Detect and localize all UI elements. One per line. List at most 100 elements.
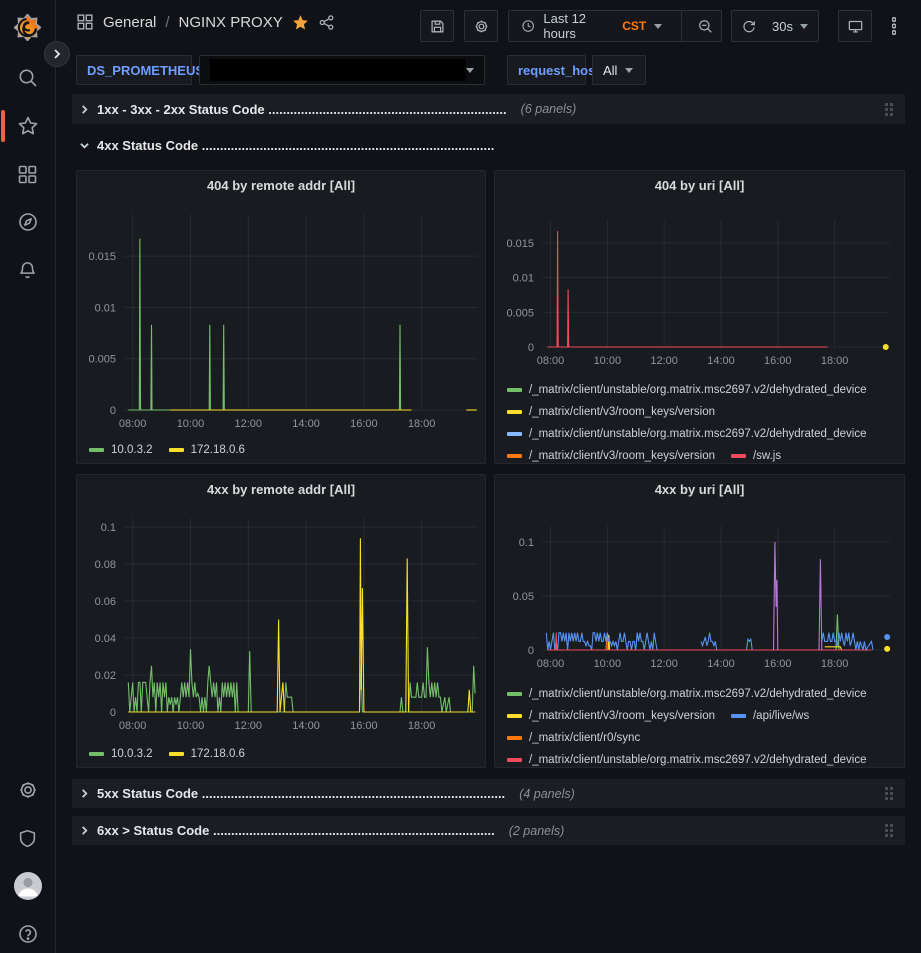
panel-legend: 10.0.3.2 172.18.0.6: [77, 743, 485, 767]
legend-label: /_matrix/client/unstable/org.matrix.msc2…: [529, 383, 867, 396]
grafana-logo[interactable]: [0, 7, 55, 47]
legend-label: /_matrix/client/unstable/org.matrix.msc2…: [529, 753, 867, 766]
row-5xx[interactable]: 5xx Status Code ........................…: [72, 779, 905, 808]
timeseries-chart[interactable]: 08:00 10:00 12:00 14:00 16:00 18:00 0 0.005 0.01…: [495, 199, 904, 379]
svg-text:18:00: 18:00: [821, 355, 849, 367]
kebab-menu-button[interactable]: [881, 10, 906, 42]
legend-item[interactable]: /_matrix/client/unstable/org.matrix.msc2…: [507, 381, 867, 398]
help-icon[interactable]: [0, 914, 55, 953]
row-panel-count: (2 panels): [508, 823, 565, 838]
timeseries-chart[interactable]: 08:00 10:00 12:00 14:00 16:00 18:00 0 0.02 0.04 0…: [77, 503, 485, 743]
panel-title[interactable]: 404 by uri [All]: [654, 178, 745, 193]
legend-item[interactable]: 172.18.0.6: [168, 441, 245, 458]
legend-swatch: [507, 713, 522, 718]
legend-swatch: [168, 447, 184, 452]
refresh-button[interactable]: [732, 11, 765, 41]
row-1xx-3xx-2xx[interactable]: 1xx - 3xx - 2xx Status Code ............…: [72, 94, 905, 124]
search-icon[interactable]: [0, 58, 55, 98]
svg-text:08:00: 08:00: [119, 418, 147, 430]
svg-text:0.005: 0.005: [506, 307, 534, 319]
dashboards-icon[interactable]: [0, 154, 55, 194]
legend-item[interactable]: /_matrix/client/unstable/org.matrix.msc2…: [507, 685, 867, 702]
legend-label: /_matrix/client/v3/room_keys/version: [529, 709, 715, 722]
legend-item[interactable]: /sw.js: [730, 447, 781, 463]
alerting-bell-icon[interactable]: [0, 250, 55, 290]
time-range-picker[interactable]: Last 12 hours CST: [509, 11, 674, 41]
zoom-out-icon: [698, 19, 712, 33]
legend-swatch: [730, 453, 746, 458]
datasource-picker[interactable]: [199, 55, 485, 85]
legend-item[interactable]: /_matrix/client/r0/sync: [507, 729, 640, 746]
chevron-right-icon: [80, 104, 89, 114]
legend-swatch: [89, 751, 104, 756]
timeseries-chart[interactable]: 08:00 10:00 12:00 14:00 16:00 18:00 0 0.005 0.01…: [77, 199, 485, 439]
legend-item[interactable]: /_matrix/client/v3/room_keys/version: [507, 707, 715, 724]
explore-compass-icon[interactable]: [0, 202, 55, 242]
row-leader-dots: ........................................…: [201, 137, 495, 153]
row-drag-handle[interactable]: [885, 102, 893, 116]
svg-text:0.08: 0.08: [95, 559, 116, 571]
svg-text:0.02: 0.02: [95, 670, 116, 682]
dashboard-settings-button[interactable]: [464, 10, 498, 42]
sidebar-expand-button[interactable]: [44, 41, 70, 67]
legend-item[interactable]: 10.0.3.2: [89, 745, 153, 762]
request-host-picker[interactable]: All: [592, 55, 646, 85]
legend-item[interactable]: 172.18.0.6: [168, 745, 245, 762]
legend-item[interactable]: /api/live/ws: [730, 707, 810, 724]
breadcrumb-divider: /: [165, 13, 170, 31]
svg-text:18:00: 18:00: [408, 720, 436, 732]
starred-dashboards-icon[interactable]: [0, 106, 55, 146]
legend-item[interactable]: /_matrix/client/unstable/org.matrix.msc2…: [507, 425, 867, 442]
legend-item[interactable]: /_matrix/client/v3/room_keys/version: [507, 403, 715, 420]
legend-swatch: [507, 409, 522, 414]
svg-text:0.015: 0.015: [88, 251, 116, 263]
legend-item[interactable]: /_matrix/client/v3/room_keys/version: [507, 447, 715, 463]
tv-mode-button[interactable]: [838, 10, 872, 42]
svg-text:14:00: 14:00: [707, 658, 735, 670]
server-admin-shield-icon[interactable]: [0, 818, 55, 858]
breadcrumb-dashboard-title[interactable]: NGINX PROXY: [178, 13, 283, 31]
panel-legend: /_matrix/client/unstable/org.matrix.msc2…: [495, 683, 904, 767]
refresh-interval-picker[interactable]: 30s: [772, 11, 818, 41]
svg-text:12:00: 12:00: [650, 658, 678, 670]
panel-legend: /_matrix/client/unstable/org.matrix.msc2…: [495, 379, 904, 463]
svg-text:14:00: 14:00: [707, 355, 735, 367]
variable-value-text: All: [603, 62, 618, 78]
breadcrumb-folder[interactable]: General: [103, 13, 157, 31]
svg-text:0: 0: [528, 645, 534, 657]
time-controls-group: Last 12 hours CST: [508, 10, 722, 42]
row-panel-count: (4 panels): [519, 786, 575, 801]
panel-title[interactable]: 4xx by remote addr [All]: [206, 482, 356, 497]
zoom-out-button[interactable]: [689, 11, 721, 41]
row-6xx[interactable]: 6xx > Status Code ......................…: [72, 816, 905, 845]
svg-text:16:00: 16:00: [350, 720, 378, 732]
panel-title[interactable]: 4xx by uri [All]: [654, 482, 745, 497]
panel-title[interactable]: 404 by remote addr [All]: [206, 178, 356, 193]
save-dashboard-button[interactable]: [420, 10, 454, 42]
svg-text:0.05: 0.05: [513, 591, 534, 603]
timeseries-chart[interactable]: 08:00 10:00 12:00 14:00 16:00 18:00 0 0.05 0.1: [495, 503, 904, 683]
share-icon[interactable]: [318, 14, 335, 31]
svg-text:12:00: 12:00: [234, 418, 262, 430]
legend-item[interactable]: /_matrix/client/unstable/org.matrix.msc2…: [507, 751, 867, 767]
row-drag-handle[interactable]: [885, 824, 893, 837]
svg-text:0: 0: [110, 707, 116, 719]
user-avatar[interactable]: [0, 866, 55, 906]
configuration-gear-icon[interactable]: [0, 770, 55, 810]
request-host-variable-label[interactable]: request_host: [507, 55, 600, 85]
svg-text:14:00: 14:00: [292, 720, 320, 732]
legend-label: /api/live/ws: [752, 709, 810, 722]
datasource-variable-label[interactable]: DS_PROMETHEUS: [76, 55, 204, 85]
panel-404-by-uri: 404 by uri [All] 08:00 10:00 12:00 14:00 16:…: [494, 170, 905, 464]
row-4xx[interactable]: 4xx Status Code ........................…: [72, 131, 905, 159]
svg-text:0.01: 0.01: [513, 273, 534, 285]
chevron-down-icon: [625, 67, 634, 73]
legend-swatch: [507, 387, 522, 392]
time-range-label: Last 12 hours: [543, 11, 587, 41]
row-leader-dots: ........................................…: [212, 823, 495, 838]
legend-label: /_matrix/client/unstable/org.matrix.msc2…: [529, 427, 867, 440]
favorite-star-icon[interactable]: [292, 14, 309, 31]
row-drag-handle[interactable]: [885, 787, 893, 800]
legend-item[interactable]: 10.0.3.2: [89, 441, 153, 458]
